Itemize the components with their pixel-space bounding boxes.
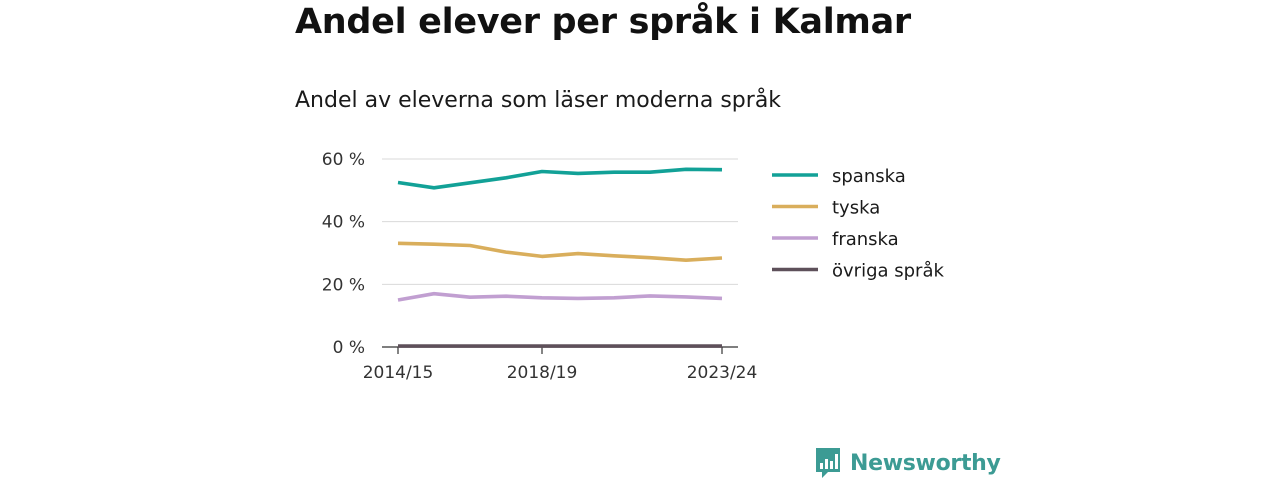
y-tick-label: 40 % xyxy=(322,213,365,233)
axes: 0 % 20 % 40 % 60 % 2014/15 2018/19 2023/24 xyxy=(322,150,758,383)
x-tick-label: 2014/15 xyxy=(363,363,434,383)
series-line-1 xyxy=(397,241,723,263)
bar-chart-speech-bubble-icon xyxy=(816,448,840,478)
series-line-0 xyxy=(397,167,723,190)
legend-label: övriga språk xyxy=(832,261,944,282)
brand-logo: Newsworthy xyxy=(814,446,1001,480)
legend-label: tyska xyxy=(832,198,880,219)
y-tick-label: 20 % xyxy=(322,275,365,295)
series-lines xyxy=(397,167,723,348)
x-tick-label: 2023/24 xyxy=(687,363,758,383)
legend-label: spanska xyxy=(832,166,906,187)
brand-name: Newsworthy xyxy=(850,450,1001,476)
chart-title: Andel elever per språk i Kalmar xyxy=(295,2,911,42)
series-line-2 xyxy=(397,291,723,302)
y-tick-label: 60 % xyxy=(322,150,365,170)
x-tick-label: 2018/19 xyxy=(507,363,578,383)
legend-label: franska xyxy=(832,229,899,250)
line-chart: 0 % 20 % 40 % 60 % 2014/15 2018/19 2023/24 spa… xyxy=(322,150,945,383)
gridlines xyxy=(382,158,738,285)
y-tick-label: 0 % xyxy=(333,338,365,358)
legend: spanska tyska franska övriga språk xyxy=(772,166,944,282)
chart-subtitle: Andel av eleverna som läser moderna språ… xyxy=(295,88,782,113)
